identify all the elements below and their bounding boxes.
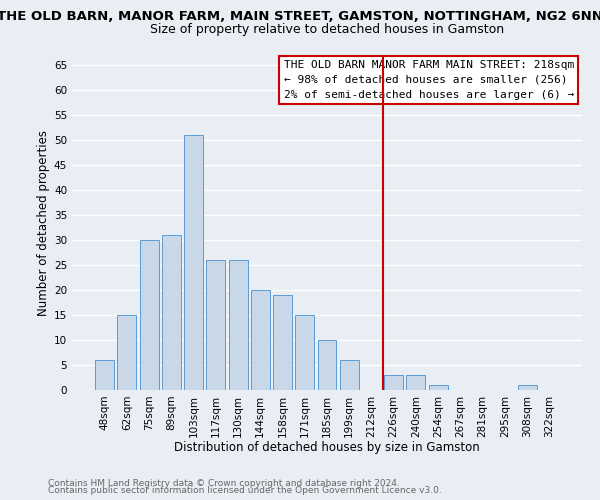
Bar — [140, 240, 158, 390]
Title: Size of property relative to detached houses in Gamston: Size of property relative to detached ho… — [150, 23, 504, 36]
Text: Contains public sector information licensed under the Open Government Licence v3: Contains public sector information licen… — [48, 486, 442, 495]
Bar — [295, 315, 314, 390]
Bar — [95, 360, 114, 390]
Text: Contains HM Land Registry data © Crown copyright and database right 2024.: Contains HM Land Registry data © Crown c… — [48, 478, 400, 488]
Bar — [251, 290, 270, 390]
Text: THE OLD BARN MANOR FARM MAIN STREET: 218sqm
← 98% of detached houses are smaller: THE OLD BARN MANOR FARM MAIN STREET: 218… — [284, 60, 574, 100]
Bar — [384, 375, 403, 390]
Bar — [273, 295, 292, 390]
X-axis label: Distribution of detached houses by size in Gamston: Distribution of detached houses by size … — [174, 441, 480, 454]
Y-axis label: Number of detached properties: Number of detached properties — [37, 130, 50, 316]
Text: THE OLD BARN, MANOR FARM, MAIN STREET, GAMSTON, NOTTINGHAM, NG2 6NN: THE OLD BARN, MANOR FARM, MAIN STREET, G… — [0, 10, 600, 23]
Bar — [406, 375, 425, 390]
Bar — [206, 260, 225, 390]
Bar — [118, 315, 136, 390]
Bar — [162, 235, 181, 390]
Bar — [184, 135, 203, 390]
Bar — [340, 360, 359, 390]
Bar — [229, 260, 248, 390]
Bar — [518, 385, 536, 390]
Bar — [317, 340, 337, 390]
Bar — [429, 385, 448, 390]
